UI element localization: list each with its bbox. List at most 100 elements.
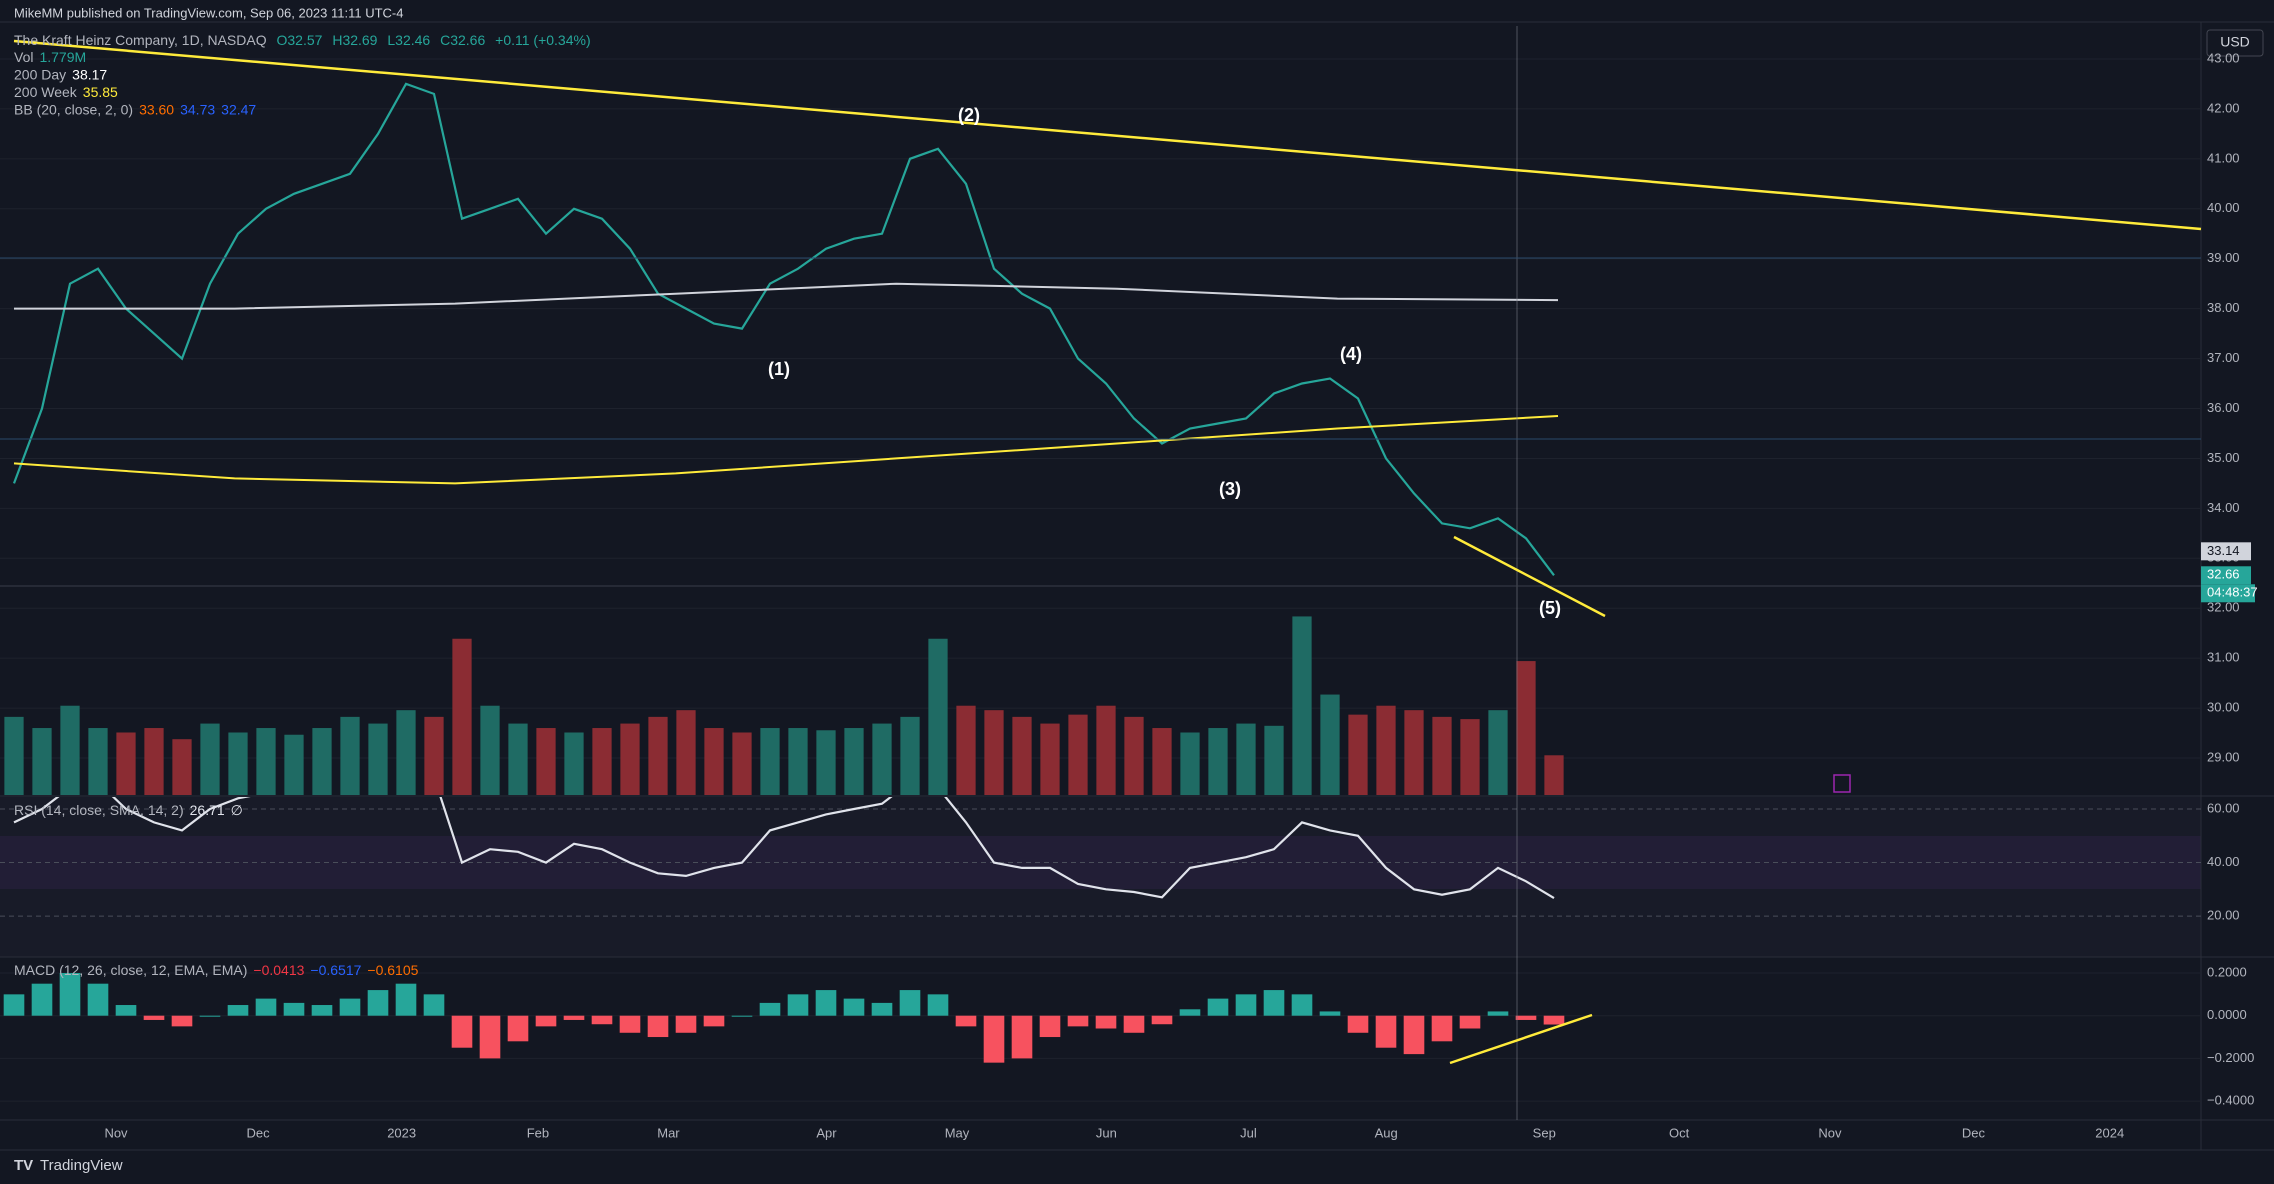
- volume-bar: [312, 728, 332, 795]
- indicator-value: 34.73: [180, 101, 215, 117]
- indicator-value: 1.779M: [39, 49, 86, 65]
- volume-bar: [1040, 723, 1060, 795]
- histogram-bar: [255, 998, 277, 1016]
- histogram-bar: [1319, 1011, 1341, 1016]
- volume-bar: [928, 638, 948, 795]
- histogram-bar: [143, 1015, 165, 1020]
- volume-bar: [1292, 616, 1312, 795]
- y-tick-label: 32.00: [2207, 600, 2240, 615]
- trendline: [1453, 535, 1606, 618]
- x-tick-label: Mar: [657, 1125, 680, 1140]
- indicator-legend: BB (20, close, 2, 0) 33.60 34.73 32.47: [14, 101, 256, 117]
- volume-bar: [564, 732, 584, 795]
- y-tick-label: 35.00: [2207, 450, 2240, 465]
- volume-bar: [1208, 728, 1228, 795]
- histogram-bar: [759, 1002, 781, 1016]
- histogram-bar: [899, 990, 921, 1016]
- histogram-bar: [1543, 1015, 1565, 1025]
- histogram-bar: [787, 994, 809, 1016]
- volume-bar: [592, 728, 612, 795]
- volume-bar: [172, 739, 192, 795]
- histogram-bar: [87, 983, 109, 1016]
- y-tick-label: 20.00: [2207, 908, 2240, 923]
- histogram-bar: [1123, 1015, 1145, 1033]
- price-tag-label: 33.14: [2207, 543, 2240, 558]
- brand: TradingView: [40, 1157, 123, 1174]
- indicator-value: 32.47: [221, 101, 256, 117]
- histogram-bar: [171, 1015, 193, 1027]
- histogram-bar: [1459, 1015, 1481, 1029]
- histogram-bar: [479, 1015, 501, 1059]
- histogram-bar: [983, 1015, 1005, 1063]
- histogram-bar: [1151, 1015, 1173, 1025]
- histogram-bar: [1067, 1015, 1089, 1027]
- pane-marks: [4, 82, 1564, 795]
- x-tick-label: Nov: [104, 1125, 128, 1140]
- histogram-bar: [563, 1015, 585, 1020]
- legend: The Kraft Heinz Company, 1D, NASDAQ O32.…: [14, 32, 591, 48]
- ohlc: H32.69: [332, 32, 377, 48]
- volume-bar: [1068, 714, 1088, 795]
- volume-bar: [1152, 728, 1172, 795]
- x-tick-label: 2024: [2095, 1125, 2124, 1140]
- x-tick-label: Feb: [527, 1125, 549, 1140]
- ohlc: L32.46: [387, 32, 430, 48]
- x-tick-label: 2023: [387, 1125, 416, 1140]
- histogram-bar: [1179, 1009, 1201, 1016]
- volume-bar: [1348, 714, 1368, 795]
- histogram-bar: [367, 990, 389, 1016]
- indicator-value: ∅: [231, 802, 243, 818]
- histogram-bar: [395, 983, 417, 1016]
- indicator-value: 33.60: [139, 101, 174, 117]
- indicator-legend: MACD (12, 26, close, 12, EMA, EMA) −0.041…: [14, 962, 419, 978]
- wave-label: (5): [1539, 598, 1561, 618]
- histogram-bar: [1515, 1015, 1537, 1020]
- indicator-name: MACD (12, 26, close, 12, EMA, EMA): [14, 962, 247, 978]
- volume-bar: [844, 728, 864, 795]
- volume-bar: [4, 716, 24, 795]
- y-tick-label: 37.00: [2207, 350, 2240, 365]
- x-tick-label: Sep: [1533, 1125, 1556, 1140]
- volume-bar: [872, 723, 892, 795]
- histogram-bar: [815, 990, 837, 1016]
- wave-label: (3): [1219, 479, 1241, 499]
- indicator-name: BB (20, close, 2, 0): [14, 101, 133, 117]
- volume-bar: [228, 732, 248, 795]
- change: +0.11 (+0.34%): [495, 32, 590, 48]
- currency[interactable]: USD: [2220, 34, 2250, 50]
- histogram-bar: [1263, 990, 1285, 1016]
- volume-bar: [816, 730, 836, 795]
- volume-bar: [256, 728, 276, 795]
- histogram-bar: [591, 1015, 613, 1025]
- histogram-bar: [1487, 1011, 1509, 1016]
- volume-bar: [1460, 719, 1480, 795]
- indicator-value: −0.0413: [253, 962, 304, 978]
- volume-bar: [676, 710, 696, 795]
- currency-button[interactable]: [2206, 29, 2264, 57]
- volume-bar: [60, 705, 80, 795]
- volume-bar: [508, 723, 528, 795]
- x-tick-label: Oct: [1669, 1125, 1690, 1140]
- trendline: [13, 39, 2202, 231]
- volume-bar: [1236, 723, 1256, 795]
- brand-logo: TV: [14, 1157, 33, 1174]
- histogram-bar: [451, 1015, 473, 1048]
- histogram-bar: [647, 1015, 669, 1038]
- histogram-bar: [1095, 1015, 1117, 1029]
- volume-bar: [1488, 710, 1508, 795]
- y-tick-label: 60.00: [2207, 800, 2240, 815]
- y-tick-label: 0.2000: [2207, 964, 2247, 979]
- earnings-marker: [1833, 774, 1851, 793]
- line-series: [12, 82, 1555, 576]
- histogram-bar: [199, 1015, 221, 1017]
- x-tick-label: Jul: [1240, 1125, 1257, 1140]
- x-tick-label: Nov: [1818, 1125, 1842, 1140]
- ohlc: C32.66: [440, 32, 485, 48]
- volume-bar: [32, 728, 52, 795]
- volume-bar: [88, 728, 108, 795]
- histogram-bar: [3, 994, 25, 1016]
- volume-bar: [1124, 716, 1144, 795]
- histogram-bar: [283, 1002, 305, 1016]
- histogram-bar: [1375, 1015, 1397, 1048]
- x-tick-label: May: [945, 1125, 970, 1140]
